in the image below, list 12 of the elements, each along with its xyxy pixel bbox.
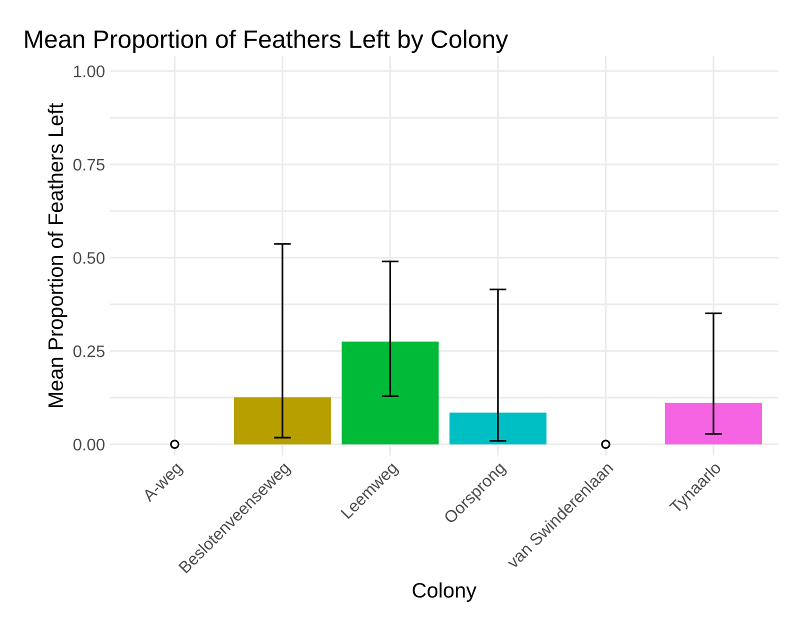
x-axis-title: Colony: [412, 582, 476, 602]
y-tick-label: 0.75: [73, 158, 104, 171]
bar: [234, 397, 331, 444]
bar: [449, 412, 546, 444]
y-tick-label: 0.25: [73, 345, 104, 358]
bar: [342, 342, 439, 444]
y-axis-title: Mean Proportion of Feathers Left: [48, 103, 68, 407]
y-tick-label: 1.00: [74, 65, 105, 78]
chart-title: Mean Proportion of Feathers Left by Colony: [25, 30, 508, 54]
y-tick-label: 0.00: [73, 438, 105, 451]
y-tick-label: 0.50: [73, 252, 105, 264]
bar: [664, 402, 762, 444]
